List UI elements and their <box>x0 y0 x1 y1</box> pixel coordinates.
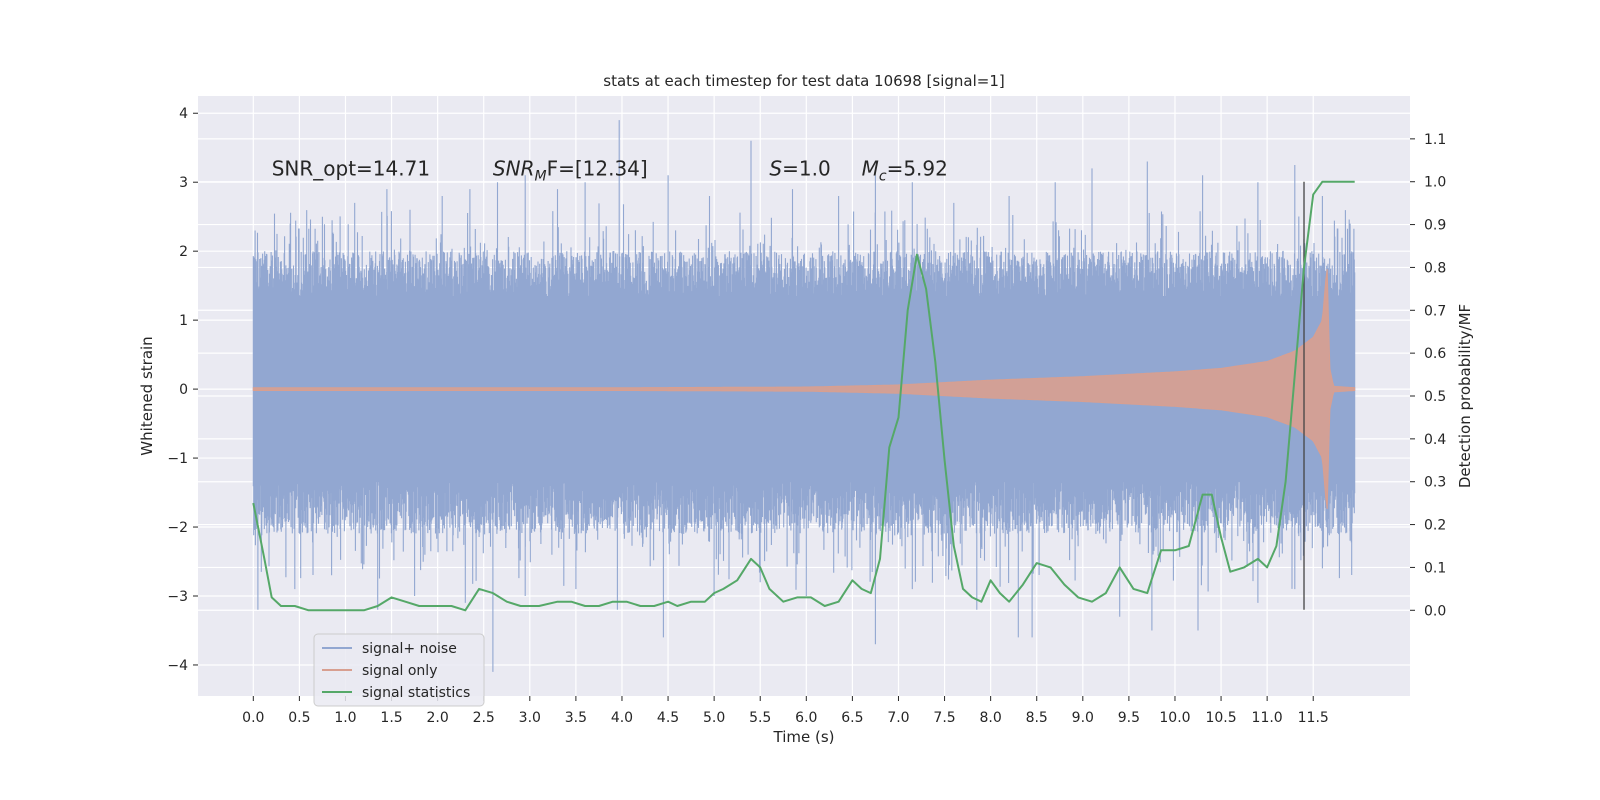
annotation-snr-mf: SNRMF=[12.34] <box>493 156 648 184</box>
chart-title: stats at each timestep for test data 106… <box>603 72 1004 90</box>
x-tick-label: 7.0 <box>887 710 909 726</box>
y-tick-label: −3 <box>167 589 188 605</box>
annotation-value: =1.0 <box>782 156 831 180</box>
y2-tick-label: 0.5 <box>1424 389 1446 405</box>
x-tick-label: 10.0 <box>1159 710 1190 726</box>
x-tick-label: 8.0 <box>980 710 1002 726</box>
x-tick-label: 11.0 <box>1252 710 1283 726</box>
y2-tick-label: 0.1 <box>1424 560 1446 576</box>
x-tick-label: 4.0 <box>611 710 633 726</box>
y-tick-label: 3 <box>179 175 188 191</box>
y2-tick-label: 0.2 <box>1424 518 1446 534</box>
annotations: SNR_opt=14.71 SNRMF=[12.34] S=1.0 Mc=5.92 <box>272 156 948 184</box>
x-tick-label: 5.0 <box>703 710 725 726</box>
x-tick-label: 1.0 <box>334 710 356 726</box>
annotation-symbol: M <box>862 156 879 180</box>
y-tick-label: −4 <box>167 658 188 674</box>
x-tick-label: 3.0 <box>519 710 541 726</box>
x-tick-label: 8.5 <box>1026 710 1048 726</box>
annotation-subscript: c <box>879 168 887 184</box>
signal-only-series <box>252 269 1356 509</box>
y-tick-label: 4 <box>179 106 188 122</box>
y2-tick-label: 0.8 <box>1424 260 1446 276</box>
annotation-chirp-mass: Mc=5.92 <box>862 156 948 184</box>
x-axis-label: Time (s) <box>773 728 835 746</box>
x-tick-label: 7.5 <box>933 710 955 726</box>
y2-tick-label: 1.0 <box>1424 175 1446 191</box>
x-tick-label: 0.0 <box>242 710 264 726</box>
y-tick-label: −1 <box>167 451 188 467</box>
x-tick-label: 11.5 <box>1298 710 1329 726</box>
legend-label: signal+ noise <box>362 641 457 657</box>
x-tick-label: 3.5 <box>565 710 587 726</box>
x-tick-label: 9.0 <box>1072 710 1094 726</box>
annotation-value: F=[12.34] <box>547 156 648 180</box>
y2-tick-label: 0.0 <box>1424 603 1446 619</box>
annotation-snr-opt: SNR_opt=14.71 <box>272 156 430 180</box>
legend: signal+ noise signal only signal statistic… <box>313 633 485 707</box>
x-tick-label: 9.5 <box>1118 710 1140 726</box>
y-axis: −4 −3 −2 −1 0 1 2 3 4 <box>167 106 198 674</box>
x-tick-label: 6.0 <box>795 710 817 726</box>
data-layer <box>252 120 1356 672</box>
y2-tick-label: 1.1 <box>1424 132 1446 148</box>
y-axis-label: Whitened strain <box>138 336 156 455</box>
annotation-subscript: M <box>534 168 546 184</box>
x-tick-label: 2.0 <box>427 710 449 726</box>
x-tick-label: 0.5 <box>288 710 310 726</box>
y-tick-label: 0 <box>179 382 188 398</box>
y2-tick-label: 0.7 <box>1424 303 1446 319</box>
legend-label: signal only <box>362 663 437 679</box>
y2-tick-label: 0.4 <box>1424 432 1446 448</box>
x-tick-label: 2.5 <box>473 710 495 726</box>
annotation-symbol: S <box>769 156 782 180</box>
x-tick-label: 5.5 <box>749 710 771 726</box>
x-tick-label: 1.5 <box>380 710 402 726</box>
y2-tick-label: 0.9 <box>1424 218 1446 234</box>
x-tick-label: 4.5 <box>657 710 679 726</box>
x-axis: 0.0 0.5 1.0 1.5 2.0 2.5 3.0 3.5 4.0 4.5 5.0 5.5 6.0 6… <box>242 696 1329 726</box>
y2-axis-label: Detection probability/MF <box>1456 304 1474 488</box>
y-tick-label: −2 <box>167 520 188 536</box>
y-tick-label: 2 <box>179 244 188 260</box>
legend-box <box>313 633 485 707</box>
annotation-s-stat: S=1.0 <box>769 156 830 180</box>
y2-axis: 0.0 0.1 0.2 0.3 0.4 0.5 0.6 0.7 0.8 0.9 1.0 1.1 <box>1410 132 1446 619</box>
x-tick-label: 10.5 <box>1205 710 1236 726</box>
annotation-value: =5.92 <box>887 156 948 180</box>
y2-tick-label: 0.3 <box>1424 475 1446 491</box>
y2-tick-label: 0.6 <box>1424 346 1446 362</box>
x-tick-label: 6.5 <box>841 710 863 726</box>
legend-label: signal statistics <box>362 685 470 701</box>
signal-statistics-series <box>252 180 1355 612</box>
annotation-symbol: SNR <box>493 156 535 180</box>
y-tick-label: 1 <box>179 313 188 329</box>
